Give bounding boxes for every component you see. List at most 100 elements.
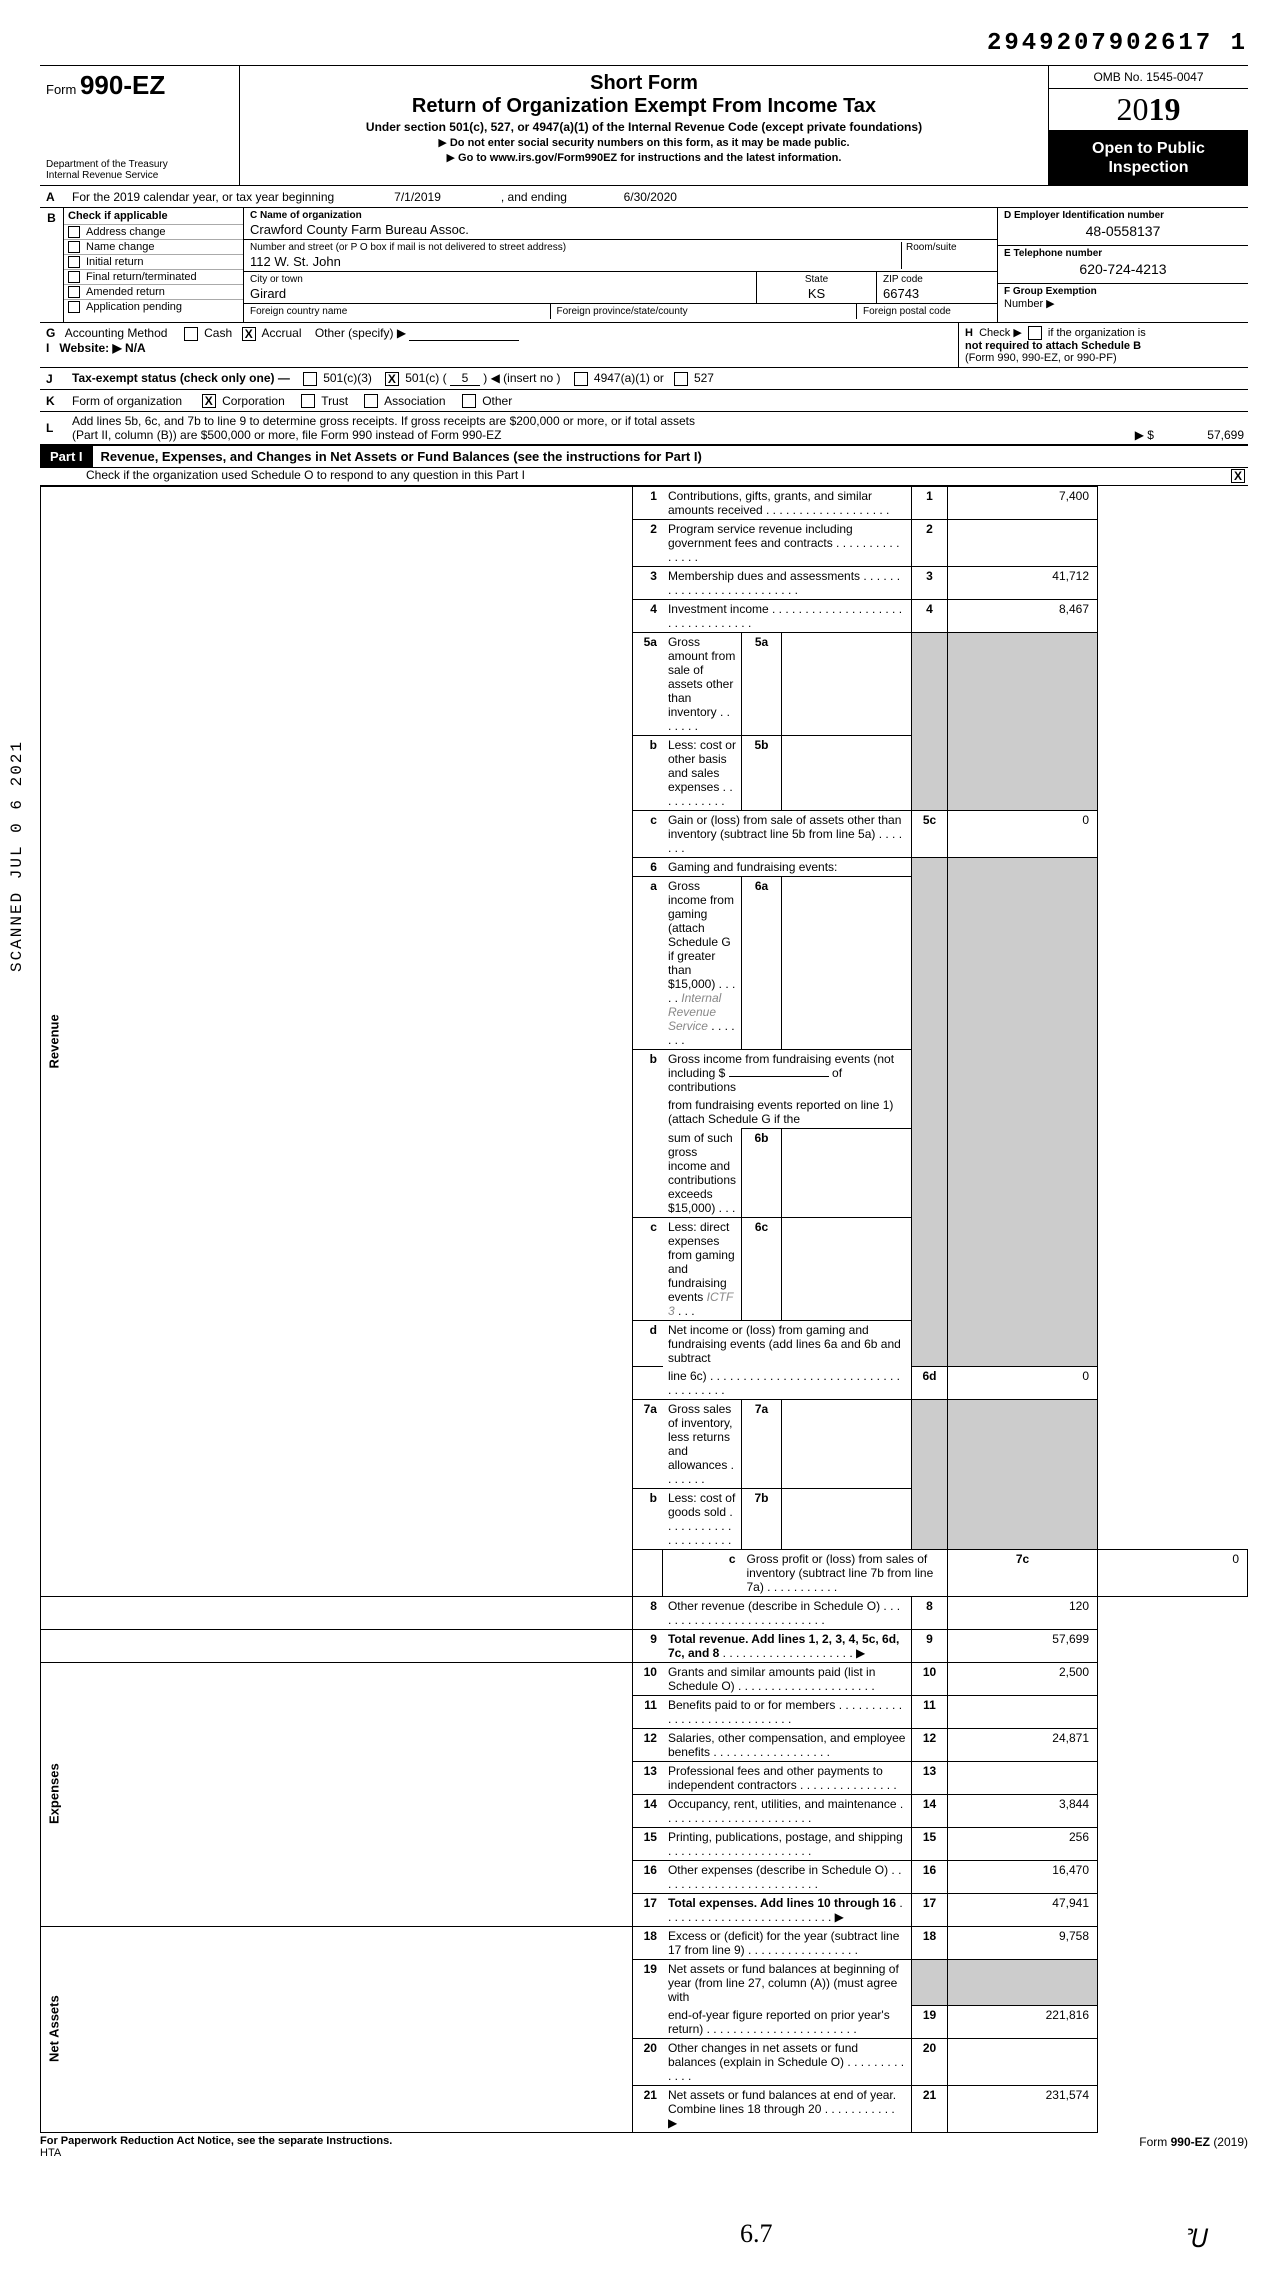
line-no: 19 bbox=[633, 1959, 663, 2038]
checkbox-501c3[interactable] bbox=[303, 372, 317, 386]
year-suffix: 19 bbox=[1149, 91, 1181, 127]
line-amount: 120 bbox=[948, 1596, 1098, 1629]
mini-val bbox=[782, 633, 912, 736]
goto-instructions: Go to www.irs.gov/Form990EZ for instruct… bbox=[458, 152, 841, 164]
form-label: Form bbox=[46, 82, 76, 97]
opt-4947: 4947(a)(1) or bbox=[594, 371, 664, 385]
mini-ref: 5b bbox=[742, 736, 782, 811]
form-header: Form 990-EZ Department of the Treasury I… bbox=[40, 65, 1248, 186]
line-desc: Gross amount from sale of assets other t… bbox=[668, 635, 735, 719]
mini-ref: 7a bbox=[742, 1399, 782, 1488]
line-amount: 57,699 bbox=[948, 1629, 1098, 1662]
line-no: 9 bbox=[633, 1629, 663, 1662]
line-desc: Contributions, gifts, grants, and simila… bbox=[668, 489, 872, 517]
row-h-text2: not required to attach Schedule B bbox=[965, 340, 1141, 352]
gross-receipts-amount: 57,699 bbox=[1207, 428, 1244, 442]
checkbox-trust[interactable] bbox=[301, 394, 315, 408]
line-desc: Excess or (deficit) for the year (subtra… bbox=[668, 1929, 899, 1957]
checkbox-application-pending[interactable] bbox=[68, 301, 80, 313]
checkbox-final-return[interactable] bbox=[68, 271, 80, 283]
part-1-tab: Part I bbox=[40, 446, 93, 467]
row-l-letter: L bbox=[40, 421, 68, 435]
footer-form-number: 990-EZ bbox=[1171, 2135, 1210, 2149]
line-ref: 20 bbox=[912, 2038, 948, 2085]
opt-501c-tail: ) ◀ (insert no ) bbox=[483, 371, 560, 385]
checkbox-accrual[interactable]: X bbox=[242, 327, 256, 341]
line-amount: 221,816 bbox=[948, 2006, 1098, 2039]
checkbox-address-change[interactable] bbox=[68, 226, 80, 238]
checkbox-527[interactable] bbox=[674, 372, 688, 386]
checkbox-4947[interactable] bbox=[574, 372, 588, 386]
line-ref: 21 bbox=[912, 2085, 948, 2132]
checkbox-association[interactable] bbox=[364, 394, 378, 408]
open-public-1: Open to Public bbox=[1053, 139, 1244, 158]
year-prefix: 20 bbox=[1117, 91, 1149, 127]
line-desc-2: $15,000) bbox=[668, 977, 715, 991]
line-desc: Professional fees and other payments to … bbox=[668, 1764, 883, 1792]
row-b-letter: B bbox=[40, 208, 64, 322]
ein-value: 48-0558137 bbox=[1004, 223, 1242, 239]
checkbox-501c[interactable]: X bbox=[385, 372, 399, 386]
line-no: 14 bbox=[633, 1794, 663, 1827]
footer-form-label: Form bbox=[1139, 2135, 1167, 2149]
check-label: Address change bbox=[86, 226, 166, 238]
subtitle: Under section 501(c), 527, or 4947(a)(1)… bbox=[248, 120, 1040, 134]
line-amount: 231,574 bbox=[948, 2085, 1098, 2132]
line-no: 2 bbox=[633, 520, 663, 567]
line-desc-2: line 6c) bbox=[668, 1369, 707, 1383]
line-ref: 10 bbox=[912, 1662, 948, 1695]
line-no: 6 bbox=[633, 858, 663, 877]
sidebar-revenue: Revenue bbox=[41, 487, 633, 1597]
line-desc: Net income or (loss) from gaming and fun… bbox=[668, 1323, 901, 1365]
checkbox-other-org[interactable] bbox=[462, 394, 476, 408]
line-no: c bbox=[633, 1217, 663, 1320]
line-amount bbox=[948, 2038, 1098, 2085]
sidebar-expenses: Expenses bbox=[41, 1662, 633, 1926]
checkbox-initial-return[interactable] bbox=[68, 256, 80, 268]
line-amount: 0 bbox=[1098, 1549, 1248, 1596]
checkbox-name-change[interactable] bbox=[68, 241, 80, 253]
checkbox-corporation[interactable]: X bbox=[202, 394, 216, 408]
checkbox-amended-return[interactable] bbox=[68, 286, 80, 298]
omb-number: OMB No. 1545-0047 bbox=[1049, 66, 1248, 89]
line-desc: Membership dues and assessments bbox=[668, 569, 860, 583]
check-label: Name change bbox=[86, 241, 155, 253]
opt-trust: Trust bbox=[321, 394, 348, 408]
city-label: City or town bbox=[250, 274, 750, 285]
line-desc: Less: cost or other basis and sales expe… bbox=[668, 738, 736, 794]
mini-val bbox=[782, 1129, 912, 1218]
other-specify-label: Other (specify) bbox=[315, 326, 394, 340]
watermark-irs: Internal Revenue Service bbox=[668, 991, 721, 1033]
line-desc: Program service revenue including govern… bbox=[668, 522, 853, 550]
line-ref: 8 bbox=[912, 1596, 948, 1629]
accrual-label: Accrual bbox=[261, 326, 301, 340]
row-h-letter: H bbox=[965, 327, 973, 339]
checkbox-cash[interactable] bbox=[184, 327, 198, 341]
line-amount: 3,844 bbox=[948, 1794, 1098, 1827]
line-ref: 2 bbox=[912, 520, 948, 567]
telephone-value: 620-724-4213 bbox=[1004, 261, 1242, 277]
financial-table: Revenue 1 Contributions, gifts, grants, … bbox=[40, 486, 1248, 2133]
org-state: KS bbox=[763, 286, 870, 301]
line-no: c bbox=[633, 811, 663, 858]
footer-paperwork: For Paperwork Reduction Act Notice, see … bbox=[40, 2135, 392, 2147]
tax-exempt-label: Tax-exempt status (check only one) — bbox=[72, 371, 290, 385]
line-amount: 9,758 bbox=[948, 1926, 1098, 1959]
row-h-text1: if the organization is bbox=[1048, 327, 1146, 339]
checkbox-schedule-o-part1[interactable]: X bbox=[1231, 469, 1245, 483]
mini-val bbox=[782, 736, 912, 811]
foreign-postal-label: Foreign postal code bbox=[857, 304, 997, 319]
line-no: 13 bbox=[633, 1761, 663, 1794]
line-desc: Investment income bbox=[668, 602, 769, 616]
checkbox-schedule-b[interactable] bbox=[1028, 326, 1042, 340]
line-no: a bbox=[633, 877, 663, 1050]
form-of-org-label: Form of organization bbox=[72, 394, 182, 408]
line-ref: 5c bbox=[912, 811, 948, 858]
line-amount: 0 bbox=[948, 1367, 1098, 1400]
check-label: Amended return bbox=[86, 286, 165, 298]
other-specify-field[interactable] bbox=[409, 327, 519, 341]
line-no: 15 bbox=[633, 1827, 663, 1860]
zip-label: ZIP code bbox=[883, 274, 991, 285]
org-zip: 66743 bbox=[883, 286, 991, 301]
cash-label: Cash bbox=[204, 326, 232, 340]
